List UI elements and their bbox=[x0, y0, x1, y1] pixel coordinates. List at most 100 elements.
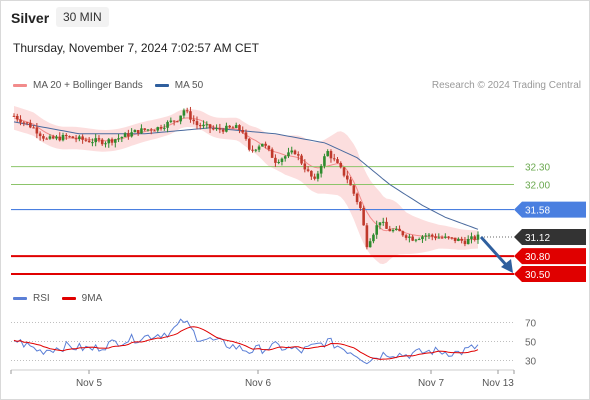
candle-body bbox=[453, 237, 457, 242]
candle-body bbox=[81, 136, 84, 140]
rsi-line bbox=[13, 318, 479, 365]
candle-body bbox=[277, 161, 280, 163]
candle-body bbox=[355, 193, 359, 203]
candle-body bbox=[463, 240, 467, 245]
candle-body bbox=[225, 125, 228, 132]
candle-body bbox=[182, 110, 186, 116]
candle-body bbox=[303, 163, 307, 170]
legend-label-ma50: MA 50 bbox=[174, 80, 204, 91]
timeframe-badge[interactable]: 30 MIN bbox=[56, 7, 109, 27]
legend-label-rsi: RSI bbox=[33, 293, 50, 304]
candle-body bbox=[293, 150, 297, 155]
candle-body bbox=[179, 115, 182, 122]
candle-body bbox=[110, 139, 114, 143]
candle-body bbox=[365, 225, 369, 248]
candle-body bbox=[22, 122, 26, 124]
candle-body bbox=[244, 132, 248, 139]
candle-body bbox=[104, 143, 107, 145]
candle-body bbox=[117, 138, 120, 140]
candle-body bbox=[38, 133, 42, 137]
candle-body bbox=[290, 150, 294, 153]
candle-body bbox=[414, 239, 418, 241]
legend-label-9ma: 9MA bbox=[81, 293, 103, 304]
legend-label-ma20: MA 20 + Bollinger Bands bbox=[33, 80, 143, 91]
candle-body bbox=[476, 234, 480, 240]
candle-body bbox=[283, 156, 287, 159]
candle-body bbox=[395, 228, 398, 230]
candle-body bbox=[306, 169, 310, 171]
candle-body bbox=[97, 138, 101, 140]
ma20-swatch bbox=[13, 84, 27, 87]
candle-body bbox=[91, 142, 94, 144]
candle-body bbox=[359, 202, 362, 208]
candle-body bbox=[296, 154, 300, 156]
candle-body bbox=[143, 128, 147, 130]
main-legend: MA 20 + Bollinger Bands MA 50 bbox=[13, 80, 215, 91]
candle-body bbox=[136, 130, 140, 134]
support-label: 30.50 bbox=[525, 270, 550, 281]
candle-body bbox=[444, 236, 447, 238]
candle-body bbox=[323, 156, 326, 166]
candle-body bbox=[470, 236, 473, 239]
pivot-label: 31.58 bbox=[525, 206, 550, 217]
candle-body bbox=[189, 111, 192, 120]
candle-body bbox=[64, 134, 68, 137]
candle-body bbox=[257, 146, 261, 150]
pivot-tag bbox=[514, 201, 586, 218]
candles bbox=[12, 106, 480, 250]
legend-item-9ma: 9MA bbox=[61, 293, 103, 304]
candle-body bbox=[466, 238, 470, 245]
candle-body bbox=[264, 143, 267, 146]
candle-body bbox=[270, 149, 274, 158]
candle-body bbox=[169, 120, 173, 122]
candle-body bbox=[280, 158, 284, 162]
candle-body bbox=[385, 221, 388, 229]
candle-body bbox=[430, 234, 434, 237]
candle-body bbox=[388, 228, 392, 232]
support-tag bbox=[514, 248, 586, 265]
candle-body bbox=[19, 119, 22, 123]
x-tick-label: Nov 13 bbox=[482, 378, 514, 389]
last-price-tag bbox=[514, 229, 586, 246]
resistance-label: 32.30 bbox=[525, 163, 550, 174]
candle-body bbox=[238, 125, 241, 130]
candle-body bbox=[107, 139, 111, 144]
candle-body bbox=[254, 149, 258, 151]
candle-body bbox=[202, 124, 205, 127]
ma50-swatch bbox=[154, 84, 169, 87]
candle-body bbox=[339, 162, 343, 168]
x-tick-label: Nov 5 bbox=[76, 378, 103, 389]
candle-body bbox=[218, 128, 222, 130]
candle-body bbox=[352, 185, 356, 194]
candle-body bbox=[35, 127, 39, 134]
legend-item-ma20: MA 20 + Bollinger Bands bbox=[13, 80, 143, 91]
candle-body bbox=[411, 236, 414, 241]
candle-body bbox=[398, 228, 401, 232]
candle-body bbox=[29, 122, 32, 128]
candle-body bbox=[274, 157, 277, 163]
candle-body bbox=[362, 207, 365, 226]
candle-body bbox=[460, 238, 463, 241]
candle-body bbox=[127, 133, 130, 137]
credit-text: Research © 2024 Trading Central bbox=[431, 80, 581, 91]
rsi-legend: RSI 9MA bbox=[13, 293, 114, 304]
rsi-tick-label: 30 bbox=[525, 357, 537, 368]
candle-body bbox=[176, 121, 179, 123]
candle-body bbox=[267, 145, 271, 150]
candle-body bbox=[300, 155, 303, 164]
candle-body bbox=[326, 151, 329, 157]
candle-body bbox=[212, 128, 215, 130]
candle-body bbox=[450, 237, 454, 239]
candle-body bbox=[74, 138, 78, 140]
candle-body bbox=[381, 221, 385, 223]
candle-body bbox=[310, 170, 313, 177]
candle-body bbox=[251, 149, 254, 151]
candle-body bbox=[221, 129, 225, 132]
candle-body bbox=[332, 158, 336, 160]
candle-body bbox=[78, 136, 81, 140]
candle-body bbox=[319, 165, 323, 174]
candle-body bbox=[208, 124, 212, 129]
timestamp: Thursday, November 7, 2024 7:02:57 AM CE… bbox=[13, 41, 259, 55]
candle-body bbox=[58, 136, 62, 141]
